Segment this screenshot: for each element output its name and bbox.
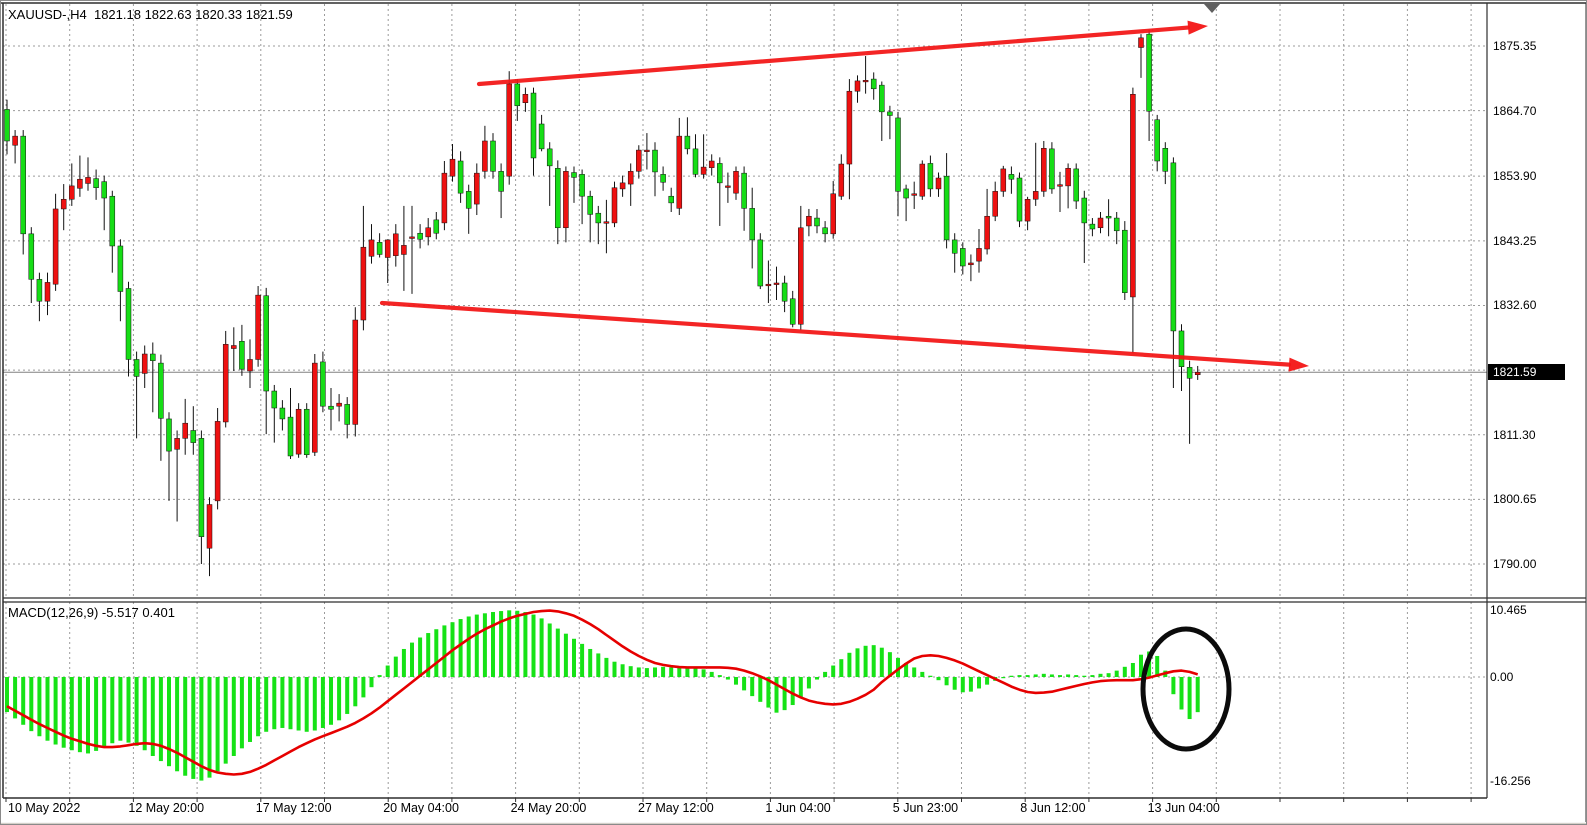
time-axis-label: 24 May 20:00	[510, 801, 587, 815]
price-axis-label: 1853.90	[1493, 169, 1537, 184]
price-axis-label: 1832.60	[1493, 298, 1537, 313]
price-axis-label: 1800.65	[1493, 492, 1537, 507]
macd-scale-label: 10.465	[1490, 603, 1527, 618]
trendline-annotation[interactable]	[476, 20, 1208, 87]
current-price-tag: 1821.59	[1488, 364, 1565, 381]
ellipse-annotation[interactable]	[1140, 626, 1232, 752]
time-axis-label: 13 Jun 04:00	[1147, 801, 1220, 815]
time-axis-label: 1 Jun 04:00	[765, 801, 831, 815]
time-axis-label: 17 May 12:00	[255, 801, 332, 815]
macd-indicator-label: MACD(12,26,9) -5.517 0.401	[8, 605, 175, 620]
price-axis-label: 1811.30	[1493, 427, 1536, 442]
time-axis-label: 5 Jun 23:00	[892, 801, 959, 815]
time-axis-label: 27 May 12:00	[638, 801, 714, 815]
time-axis-label: 12 May 20:00	[128, 801, 205, 815]
price-axis-label: 1864.70	[1493, 103, 1537, 118]
window-bottom-edge	[1, 822, 1586, 824]
macd-scale-label: 0.00	[1490, 670, 1514, 684]
price-axis-label: 1875.35	[1493, 39, 1537, 53]
time-axis-label: 8 Jun 12:00	[1020, 801, 1086, 815]
candles-series[interactable]	[4, 29, 1201, 577]
end-of-chart-marker-icon	[1204, 4, 1220, 13]
price-axis-label: 1790.00	[1493, 556, 1537, 571]
macd-histogram	[5, 610, 1200, 781]
ohlc-quote-title: XAUUSD-,H4 1821.18 1822.63 1820.33 1821.…	[8, 7, 293, 22]
time-axis-label: 20 May 04:00	[383, 801, 459, 815]
price-axis-label: 1843.25	[1493, 233, 1537, 248]
time-axis-label: 10 May 2022	[8, 801, 81, 815]
macd-signal-line	[6, 609, 1199, 776]
macd-scale-label: -16.256	[1490, 773, 1531, 788]
trendline-annotation[interactable]	[379, 300, 1309, 372]
